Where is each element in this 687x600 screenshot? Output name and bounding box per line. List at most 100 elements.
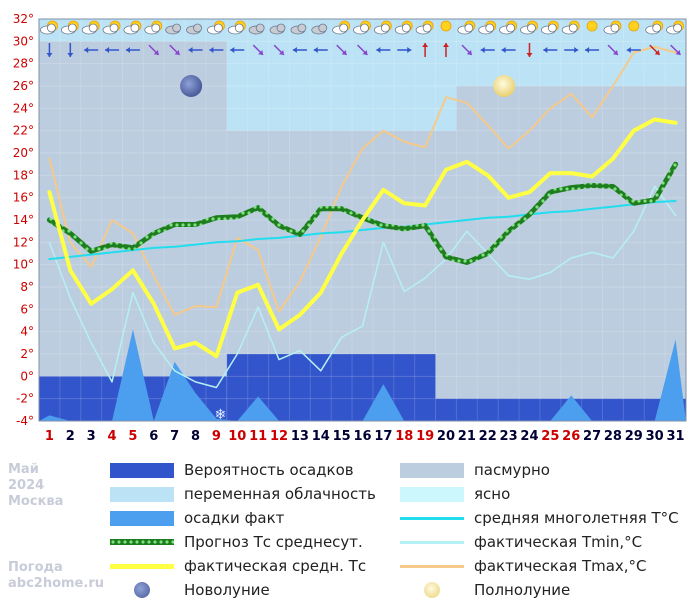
legend-swatch [110, 539, 174, 545]
x-tick-label: 3 [87, 429, 96, 444]
weather-chart: ❄-4°-2°0°2°4°6°8°10°12°14°16°18°20°22°24… [0, 0, 687, 455]
site-domain-label: abc2home.ru [8, 576, 104, 592]
y-tick-label: -4° [16, 414, 34, 428]
legend-item: Новолуние [110, 580, 395, 600]
x-tick-label: 29 [625, 429, 643, 444]
period-caption: Май 2024 Москва [8, 462, 63, 510]
year-label: 2024 [8, 478, 63, 494]
x-tick-label: 6 [149, 429, 158, 444]
x-tick-label: 9 [212, 429, 221, 444]
y-tick-label: 6° [20, 302, 34, 316]
y-tick-label: 24° [13, 101, 34, 115]
x-tick-label: 11 [249, 429, 267, 444]
legend-label: фактическая Tmax,°C [474, 557, 647, 575]
legend-swatch [110, 487, 174, 502]
x-tick-label: 30 [646, 429, 664, 444]
legend-label: Вероятность осадков [184, 461, 354, 479]
legend-label: пасмурно [474, 461, 550, 479]
y-tick-label: 22° [13, 124, 34, 138]
legend-label: фактическая средн. Тс [184, 557, 366, 575]
legend-label: переменная облачность [184, 485, 376, 503]
legend-item: средняя многолетняя Т°С [400, 508, 680, 528]
legend-item: Полнолуние [400, 580, 680, 600]
x-tick-label: 27 [583, 429, 601, 444]
sunny-icon [441, 21, 451, 31]
sky-band-partly_cloudy [227, 19, 457, 131]
legend-item: фактическая Tmin,°C [400, 532, 680, 552]
x-tick-label: 7 [170, 429, 179, 444]
x-tick-label: 15 [333, 429, 351, 444]
sunny-icon [629, 21, 639, 31]
legend-item: осадки факт [110, 508, 395, 528]
y-tick-label: 28° [13, 57, 34, 71]
plot-area: ❄-4°-2°0°2°4°6°8°10°12°14°16°18°20°22°24… [13, 12, 686, 444]
x-tick-label: 19 [416, 429, 434, 444]
legend-item: Вероятность осадков [110, 460, 395, 480]
legend-label: осадки факт [184, 509, 284, 527]
legend-label: средняя многолетняя Т°С [474, 509, 679, 527]
legend-label: ясно [474, 485, 510, 503]
x-tick-label: 23 [500, 429, 518, 444]
x-tick-label: 31 [667, 429, 685, 444]
x-tick-label: 2 [66, 429, 75, 444]
legend-swatch [110, 463, 174, 478]
y-tick-label: 12° [13, 235, 34, 249]
x-tick-label: 18 [395, 429, 413, 444]
y-tick-label: 0° [20, 369, 34, 383]
legend-item: фактическая средн. Тс [110, 556, 395, 576]
x-tick-label: 28 [604, 429, 622, 444]
legend-item: фактическая Tmax,°C [400, 556, 680, 576]
legend-label: Новолуние [184, 581, 270, 599]
x-tick-label: 1 [45, 429, 54, 444]
x-tick-label: 5 [128, 429, 137, 444]
y-tick-label: 2° [20, 347, 34, 361]
y-tick-label: 32° [13, 12, 34, 26]
month-label: Май [8, 462, 63, 478]
y-tick-label: 18° [13, 168, 34, 182]
legend-swatch [400, 565, 464, 568]
x-tick-label: 12 [270, 429, 288, 444]
legend-item: пасмурно [400, 460, 680, 480]
x-tick-label: 10 [228, 429, 246, 444]
x-tick-label: 25 [541, 429, 559, 444]
y-tick-label: 10° [13, 258, 34, 272]
y-tick-label: 16° [13, 191, 34, 205]
x-tick-label: 20 [437, 429, 455, 444]
x-tick-label: 4 [108, 429, 117, 444]
y-tick-label: 14° [13, 213, 34, 227]
full-moon-icon [493, 75, 515, 97]
x-tick-label: 17 [374, 429, 392, 444]
new-moon-icon [134, 582, 150, 598]
y-tick-label: 4° [20, 325, 34, 339]
sunny-icon [587, 21, 597, 31]
legend-swatch [110, 564, 174, 569]
y-tick-label: 20° [13, 146, 34, 160]
y-tick-label: 30° [13, 34, 34, 48]
legend-swatch [400, 463, 464, 478]
x-tick-label: 16 [353, 429, 371, 444]
legend-swatch [400, 487, 464, 502]
x-tick-label: 8 [191, 429, 200, 444]
x-tick-label: 26 [562, 429, 580, 444]
x-tick-label: 14 [312, 429, 330, 444]
legend-item: Прогноз Тс среднесут. [110, 532, 395, 552]
plot-layers: ❄ [39, 19, 686, 423]
site-caption: Погода abc2home.ru [8, 560, 104, 592]
new-moon-icon [180, 75, 202, 97]
x-tick-label: 13 [291, 429, 309, 444]
x-tick-label: 22 [479, 429, 497, 444]
legend-label: Прогноз Тс среднесут. [184, 533, 363, 551]
legend-item: переменная облачность [110, 484, 395, 504]
legend-swatch [110, 511, 174, 526]
site-name-label: Погода [8, 560, 104, 576]
x-tick-label: 21 [458, 429, 476, 444]
legend-label: Полнолуние [474, 581, 570, 599]
legend-swatch [400, 541, 464, 544]
legend-swatch [400, 517, 464, 520]
x-tick-label: 24 [520, 429, 538, 444]
full-moon-icon [424, 582, 440, 598]
y-tick-label: 26° [13, 79, 34, 93]
legend-item: ясно [400, 484, 680, 504]
y-tick-label: -2° [16, 392, 34, 406]
y-tick-label: 8° [20, 280, 34, 294]
